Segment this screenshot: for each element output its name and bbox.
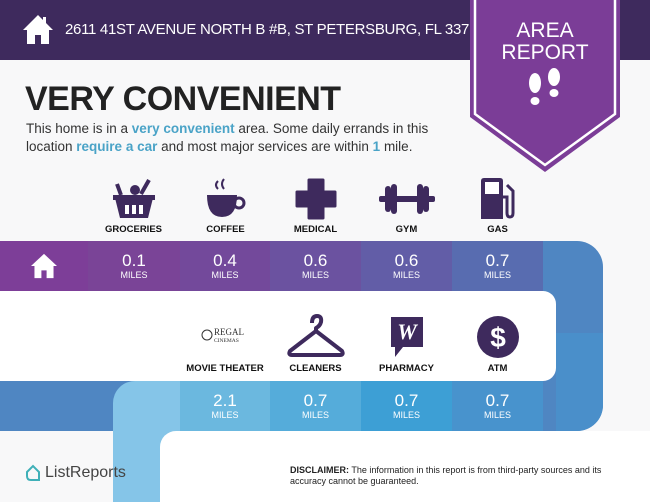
distance-cleaners: 0.7 MILES: [270, 381, 361, 431]
route-segment: [556, 333, 603, 431]
listreports-icon: [26, 464, 40, 481]
listreports-logo: ListReports: [25, 464, 126, 482]
medical-cross-icon: [270, 174, 361, 224]
label-coffee: COFFEE: [206, 224, 245, 235]
label-cleaners: CLEANERS: [289, 363, 342, 374]
label-pharmacy: PHARMACY: [379, 363, 434, 374]
svg-text:$: $: [490, 322, 506, 353]
svg-text:REGAL: REGAL: [214, 327, 244, 337]
walgreens-icon: W: [361, 312, 452, 362]
hanger-icon: [270, 312, 361, 362]
distance-medical: 0.6 MILES: [270, 241, 361, 291]
distance-atm: 0.7 MILES: [452, 381, 543, 431]
disclaimer: DISCLAIMER: The information in this repo…: [290, 465, 602, 486]
footprints-icon: [529, 68, 560, 105]
gas-pump-icon: [452, 174, 543, 224]
footer-card: [160, 431, 650, 502]
grocery-basket-icon: [88, 174, 179, 224]
area-report-badge: [470, 0, 620, 172]
dollar-icon: $: [452, 312, 543, 362]
label-gas: GAS: [487, 224, 508, 235]
house-icon: [31, 253, 57, 279]
middle-card: [0, 291, 556, 381]
distance-gas: 0.7 MILES: [452, 241, 543, 291]
home-cell: [0, 241, 88, 291]
dumbbell-icon: [361, 174, 452, 224]
distance-gym: 0.6 MILES: [361, 241, 452, 291]
label-movie-theater: MOVIE THEATER: [186, 363, 264, 374]
house-icon: [23, 15, 53, 44]
convenience-description: This home is in a very convenient area. …: [26, 121, 429, 154]
label-groceries: GROCERIES: [104, 224, 162, 235]
distance-groceries: 0.1 MILES: [88, 241, 180, 291]
label-gym: GYM: [395, 224, 418, 235]
regal-cinemas-logo: REGAL CINEMAS: [180, 310, 271, 360]
distance-movie-theater: 2.1 MILES: [180, 381, 270, 431]
svg-text:W: W: [397, 319, 418, 344]
svg-text:CINEMAS: CINEMAS: [214, 338, 239, 344]
label-medical: MEDICAL: [293, 224, 338, 235]
coffee-cup-icon: [180, 174, 271, 224]
property-address: 2611 41ST AVENUE NORTH B #B, ST PETERSBU…: [65, 21, 486, 38]
distance-coffee: 0.4 MILES: [180, 241, 270, 291]
distance-pharmacy: 0.7 MILES: [361, 381, 452, 431]
label-atm: ATM: [487, 363, 508, 374]
badge-text: AREA REPORT: [501, 19, 589, 64]
page-title: VERY CONVENIENT: [25, 80, 341, 118]
